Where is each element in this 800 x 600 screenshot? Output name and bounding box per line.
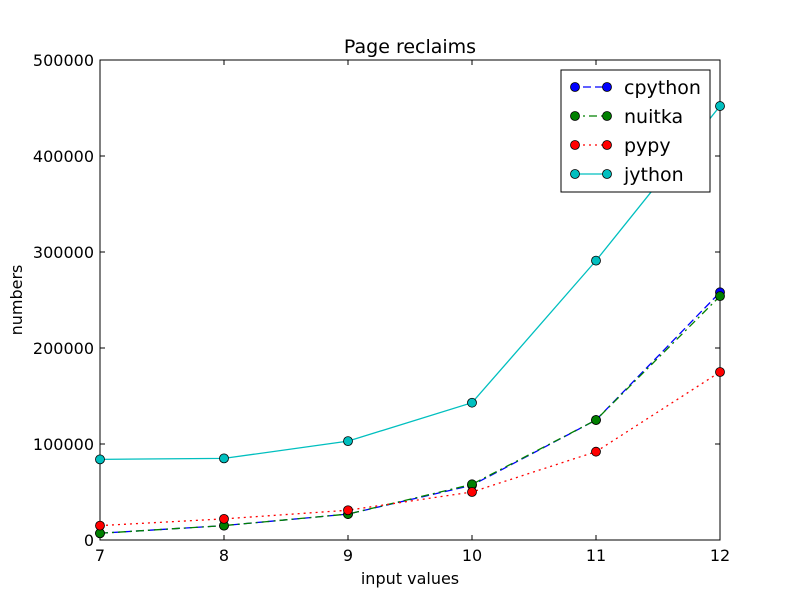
series-pypy (100, 371, 720, 527)
legend-marker-pypy (570, 140, 580, 150)
data-point-jython (715, 101, 725, 111)
data-point-pypy (715, 367, 725, 377)
legend-box (560, 69, 711, 193)
data-point-pypy (95, 520, 105, 531)
y-tick-label: 0 (84, 531, 94, 550)
y-tick-label: 500000 (33, 51, 94, 70)
legend-marker-pypy (602, 140, 612, 150)
legend-marker-cpython (602, 82, 612, 92)
data-point-pypy (467, 487, 477, 497)
data-point-jython (343, 436, 353, 447)
x-axis-label: input values (361, 569, 459, 588)
y-tick-label: 300000 (33, 243, 94, 262)
y-tick-label: 200000 (33, 339, 94, 358)
legend-label-pypy: pypy (624, 135, 671, 157)
data-point-pypy (591, 446, 601, 457)
x-tick-label: 7 (95, 546, 105, 565)
series-cpython (100, 291, 720, 534)
legend-marker-cpython (570, 82, 580, 92)
data-point-jython (467, 397, 477, 408)
data-point-jython (95, 454, 105, 465)
data-point-jython (591, 255, 601, 266)
data-point-pypy (219, 513, 229, 524)
data-point-nuitka (591, 415, 601, 425)
data-point-nuitka (715, 291, 725, 302)
x-tick-label: 10 (462, 546, 482, 565)
x-tick-label: 9 (343, 546, 353, 565)
legend: cpython nuitka pypy jython (560, 69, 711, 193)
legend-marker-nuitka (602, 111, 612, 121)
x-tick-label: 12 (710, 546, 730, 565)
series-line-pypy (100, 371, 720, 527)
data-point-jython (219, 453, 229, 464)
legend-marker-jython (570, 169, 580, 179)
series-nuitka (100, 295, 720, 534)
x-tick-label: 8 (219, 546, 229, 565)
series-line-cpython (100, 291, 720, 534)
y-tick-label: 100000 (33, 435, 94, 454)
y-axis-label: numbers (7, 265, 26, 336)
chart-title: Page reclaims (344, 36, 476, 58)
plot-area: 7 8 9 10 11 12 0 100000 200000 300000 400000 500000 (33, 51, 730, 565)
y-tick-label: 400000 (33, 147, 94, 166)
series-line-jython (100, 105, 720, 461)
series-line-nuitka (100, 295, 720, 534)
legend-label-nuitka: nuitka (624, 106, 683, 128)
legend-marker-jython (602, 169, 612, 179)
legend-label-cpython: cpython (624, 77, 701, 99)
data-point-pypy (343, 505, 353, 516)
series-jython (100, 105, 720, 461)
legend-label-jython: jython (623, 164, 684, 186)
x-tick-label: 11 (586, 546, 606, 565)
legend-marker-nuitka (570, 111, 580, 121)
